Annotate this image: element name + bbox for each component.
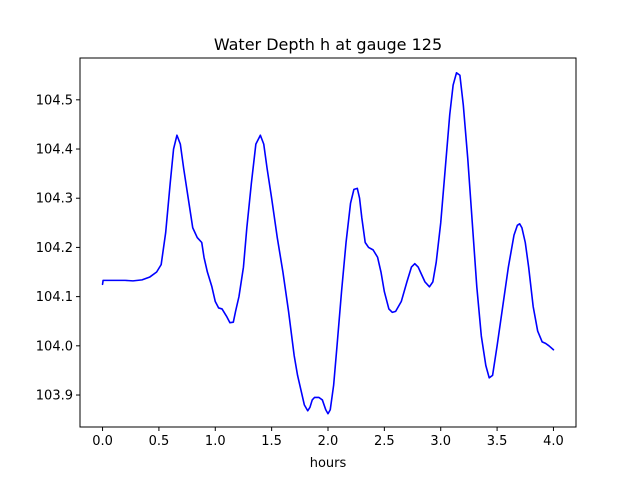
x-tick-label: 1.0 <box>205 434 226 449</box>
y-tick-label: 104.2 <box>36 241 73 256</box>
y-tick-label: 104.0 <box>36 339 73 354</box>
x-axis-label: hours <box>310 456 347 471</box>
y-tick-label: 104.1 <box>36 290 73 305</box>
x-tick-label: 3.5 <box>487 434 508 449</box>
series-line-0 <box>101 71 555 415</box>
y-axis: 103.9 104.0 104.1 104.2 104.3 104.4 104.5 <box>36 93 80 404</box>
y-tick-label: 104.4 <box>36 143 73 158</box>
y-tick-label: 103.9 <box>36 389 73 404</box>
x-tick-label: 3.0 <box>430 434 451 449</box>
x-tick-label: 2.5 <box>374 434 395 449</box>
x-tick-label: 4.0 <box>543 434 564 449</box>
chart-title: Water Depth h at gauge 125 <box>214 35 442 54</box>
x-tick-label: 0.0 <box>92 434 113 449</box>
x-tick-label: 1.5 <box>261 434 282 449</box>
y-tick-label: 104.5 <box>36 93 73 108</box>
y-tick-label: 104.3 <box>36 192 73 207</box>
x-tick-label: 2.0 <box>318 434 339 449</box>
x-tick-label: 0.5 <box>149 434 170 449</box>
x-axis: 0.0 0.5 1.0 1.5 2.0 2.5 3.0 3.5 4.0 <box>92 427 564 449</box>
series-layer <box>101 71 555 415</box>
